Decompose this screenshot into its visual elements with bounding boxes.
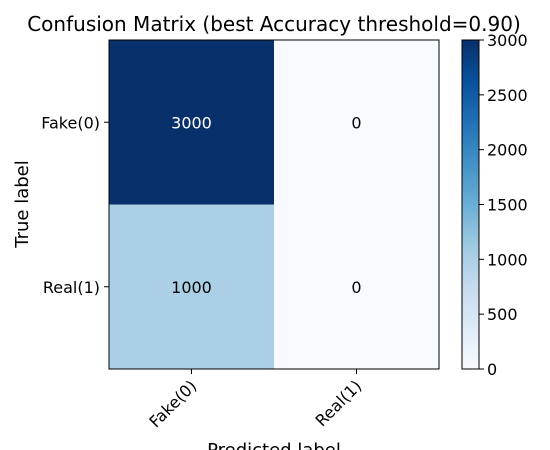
y-tick-label: Fake(0) bbox=[41, 113, 100, 132]
x-axis-label: Predicted label bbox=[207, 440, 341, 450]
colorbar-tick-label: 3000 bbox=[487, 31, 528, 50]
cell-value-label: 0 bbox=[351, 113, 361, 132]
heatmap-cell bbox=[109, 40, 274, 205]
x-tick-label: Fake(0) bbox=[145, 376, 200, 431]
colorbar-tick-label: 1500 bbox=[487, 196, 528, 215]
y-axis-label: True label bbox=[12, 160, 33, 249]
chart-title: Confusion Matrix (best Accuracy threshol… bbox=[27, 12, 521, 36]
heatmap-cell bbox=[109, 204, 274, 369]
cell-value-label: 1000 bbox=[171, 278, 212, 297]
heatmap-cell bbox=[274, 40, 439, 205]
heatmap-cell bbox=[274, 204, 439, 369]
colorbar-ticks: 0 500 1000 1500 2000 2500 3000 bbox=[479, 31, 528, 379]
plot-frame bbox=[108, 39, 440, 370]
cell-value-labels: 3000 0 1000 0 bbox=[171, 113, 361, 297]
colorbar-tick-label: 0 bbox=[487, 360, 497, 379]
colorbar bbox=[461, 39, 480, 370]
colorbar-tick-label: 2500 bbox=[487, 86, 528, 105]
colorbar-tick-label: 500 bbox=[487, 305, 518, 324]
colorbar-tick-label: 2000 bbox=[487, 141, 528, 160]
cell-value-label: 0 bbox=[351, 278, 361, 297]
heatmap-cells bbox=[109, 40, 439, 369]
y-tick-label: Real(1) bbox=[43, 278, 100, 297]
colorbar-tick-label: 1000 bbox=[487, 250, 528, 269]
cell-value-label: 3000 bbox=[171, 113, 212, 132]
x-axis-ticks: Fake(0) Real(1) bbox=[145, 369, 365, 431]
y-axis-ticks: Fake(0) Real(1) bbox=[41, 113, 109, 297]
x-tick-label: Real(1) bbox=[311, 376, 365, 430]
